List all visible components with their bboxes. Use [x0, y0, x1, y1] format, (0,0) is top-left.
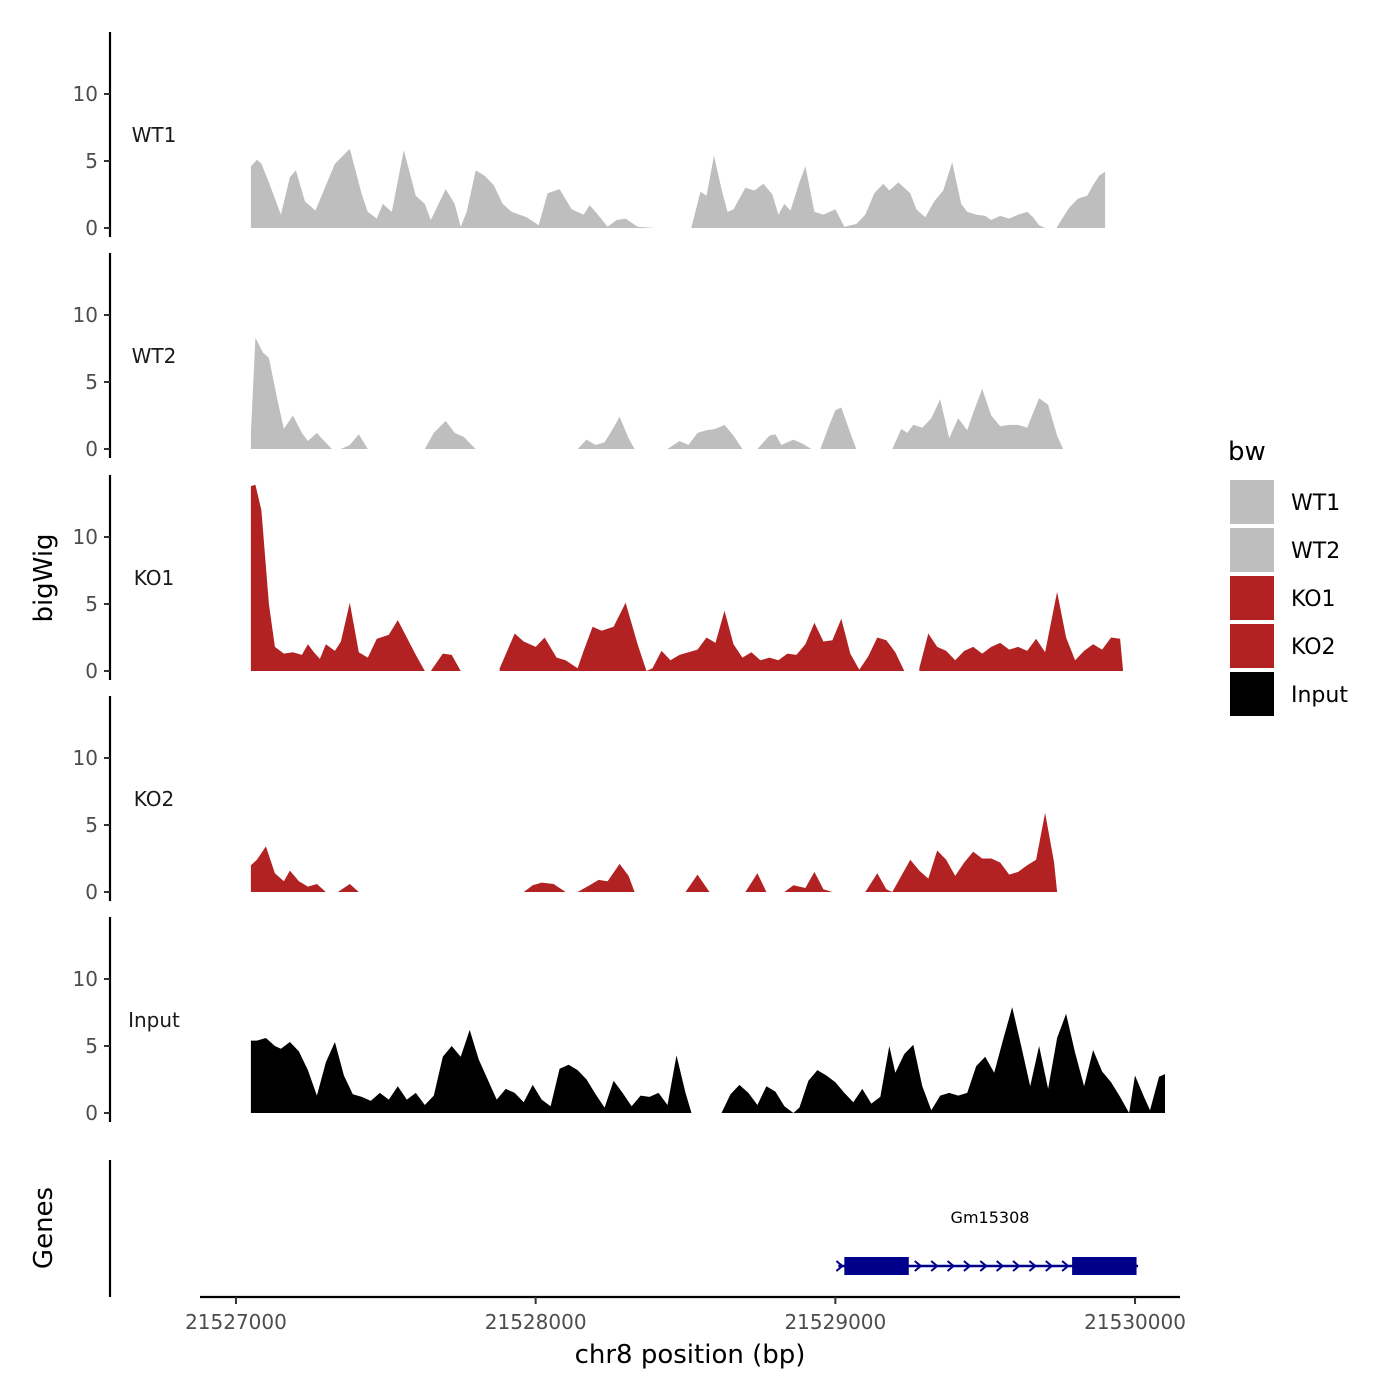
gene-exon: [1072, 1257, 1137, 1275]
strand-arrow: [914, 1260, 923, 1272]
strand-arrow: [963, 1260, 972, 1272]
strand-arrow: [979, 1260, 988, 1272]
gene-exon: [844, 1257, 909, 1275]
y-axis-title: bigWig: [29, 533, 59, 622]
track-label: Input: [128, 1008, 180, 1032]
x-tick-label: 21529000: [784, 1310, 886, 1334]
track-wt2: 0 5 10 WT2: [73, 253, 1064, 461]
y-tick-label: 0: [85, 1101, 98, 1125]
strand-arrow: [946, 1260, 956, 1272]
strand-arrow: [1028, 1260, 1037, 1272]
x-tick-label: 21530000: [1084, 1310, 1186, 1334]
strand-arrow: [835, 1260, 844, 1272]
coverage-area-ko1: [250, 484, 1124, 671]
legend-title: bw: [1228, 437, 1266, 467]
x-tick-label: 21528000: [485, 1310, 587, 1334]
track-input: 0 5 10 Input: [73, 917, 1165, 1125]
y-tick-label: 10: [73, 746, 98, 770]
legend-swatch: [1230, 528, 1274, 572]
legend-label: WT2: [1291, 539, 1340, 564]
legend-label: WT1: [1291, 491, 1340, 516]
strand-arrow: [930, 1260, 939, 1272]
y-tick-label: 5: [85, 370, 98, 394]
legend-label: KO2: [1291, 635, 1336, 660]
y-tick-label: 5: [85, 1034, 98, 1058]
legend-label: KO1: [1291, 587, 1336, 612]
x-tick-label: 21527000: [185, 1310, 287, 1334]
y-tick-label: 5: [85, 149, 98, 173]
legend-swatch: [1230, 672, 1274, 716]
legend-label: Input: [1291, 683, 1348, 708]
y-tick-label: 0: [85, 880, 98, 904]
gene-label: Gm15308: [951, 1208, 1030, 1227]
legend-swatch: [1230, 576, 1274, 620]
legend-swatch: [1230, 624, 1274, 668]
coverage-area-ko2: [250, 812, 1058, 892]
y-tick-label: 0: [85, 437, 98, 461]
track-ko2: 0 5 10 KO2: [73, 696, 1058, 904]
track-ko1: 0 5 10 KO1: [73, 475, 1124, 683]
y-tick-label: 5: [85, 813, 98, 837]
tracks-panel: 0 5 10 WT1 0 5 10 WT2 0 5 10 KO1 0 5 10 KO2 0 5 10 Input: [73, 32, 1165, 1125]
legend: bw WT1 WT2 KO1 KO2 Input: [1228, 437, 1348, 716]
y-tick-label: 10: [73, 967, 98, 991]
track-label: WT1: [132, 123, 177, 147]
x-axis: 21527000 21528000 21529000 21530000: [185, 1295, 1186, 1334]
track-label: WT2: [132, 344, 177, 368]
y-tick-label: 10: [73, 303, 98, 327]
track-label: KO2: [134, 787, 175, 811]
legend-swatch: [1230, 480, 1274, 524]
coverage-area-wt2: [250, 337, 1064, 449]
y-tick-label: 0: [85, 216, 98, 240]
genes-panel: Gm15308: [108, 1160, 1139, 1297]
y-tick-label: 5: [85, 592, 98, 616]
strand-arrow: [1061, 1260, 1070, 1272]
strand-arrow: [1012, 1260, 1021, 1272]
strand-arrow: [1045, 1260, 1054, 1272]
x-axis-title: chr8 position (bp): [575, 1340, 806, 1370]
y-tick-label: 0: [85, 659, 98, 683]
track-wt1: 0 5 10 WT1: [73, 32, 1106, 240]
y-tick-label: 10: [73, 82, 98, 106]
genes-axis-title: Genes: [29, 1187, 59, 1269]
track-label: KO1: [134, 566, 175, 590]
strand-arrow: [995, 1260, 1005, 1272]
coverage-area-wt1: [250, 148, 1106, 228]
y-tick-label: 10: [73, 525, 98, 549]
coverage-area-input: [250, 1007, 1165, 1113]
